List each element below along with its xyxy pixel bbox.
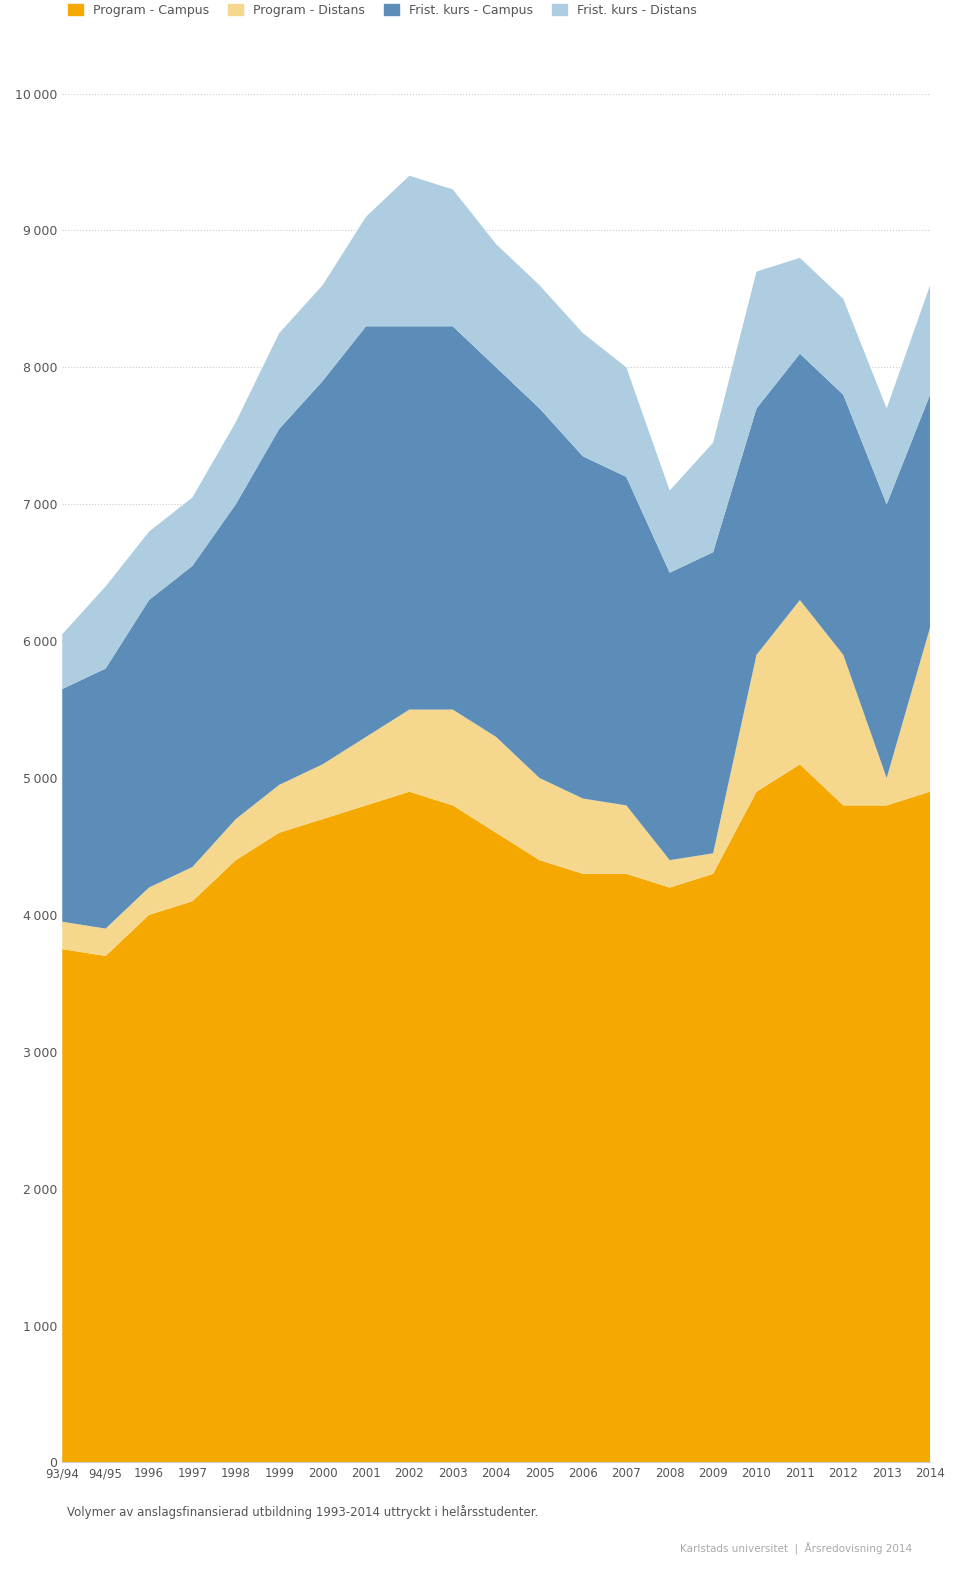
Text: Volymer av anslagsfinansierad utbildning 1993-2014 uttryckt i helårsstudenter.: Volymer av anslagsfinansierad utbildning… xyxy=(67,1505,539,1519)
Legend: Program - Campus, Program - Distans, Frist. kurs - Campus, Frist. kurs - Distans: Program - Campus, Program - Distans, Fri… xyxy=(68,5,697,17)
Text: Karlstads universitet  |  Årsredovisning 2014: Karlstads universitet | Årsredovisning 2… xyxy=(680,1543,912,1555)
